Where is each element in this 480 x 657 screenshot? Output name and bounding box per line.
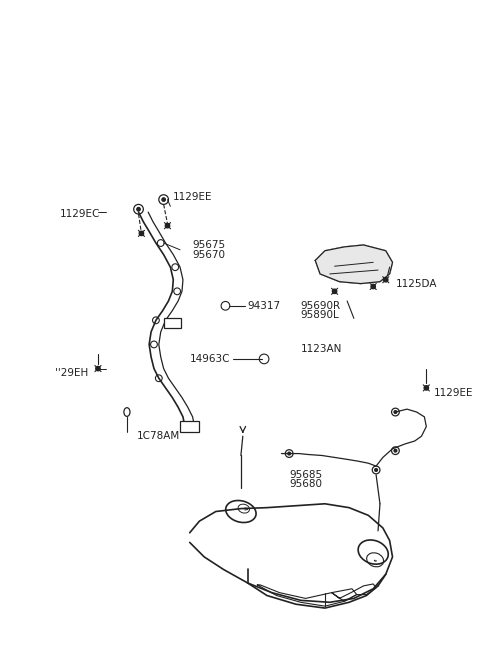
Bar [164,319,181,328]
Text: 95690R: 95690R [301,301,341,311]
Text: 95670: 95670 [192,250,226,260]
Text: 95685: 95685 [289,470,322,480]
Text: 14963C: 14963C [190,354,230,364]
Circle shape [162,198,165,201]
Circle shape [137,208,140,211]
Text: 1123AN: 1123AN [301,344,342,354]
Text: 95680: 95680 [289,480,322,489]
Circle shape [139,231,144,236]
Text: 1129EC: 1129EC [60,209,100,219]
Text: ''29EH: ''29EH [55,369,88,378]
Circle shape [371,284,375,288]
Text: 1129EE: 1129EE [173,192,213,202]
Circle shape [288,452,290,455]
Text: 1129EE: 1129EE [434,388,474,397]
Text: 94317: 94317 [248,301,281,311]
Circle shape [96,367,100,371]
Circle shape [333,289,337,294]
Circle shape [384,277,388,282]
Text: 95890L: 95890L [301,311,339,321]
Circle shape [375,468,377,471]
Text: 1C78AM: 1C78AM [137,431,180,442]
Circle shape [165,223,169,228]
Circle shape [394,449,397,452]
Polygon shape [315,245,393,284]
Circle shape [394,411,397,413]
Text: 95675: 95675 [192,240,226,250]
Bar [180,420,199,432]
Circle shape [424,386,429,390]
Text: 1125DA: 1125DA [396,279,437,288]
